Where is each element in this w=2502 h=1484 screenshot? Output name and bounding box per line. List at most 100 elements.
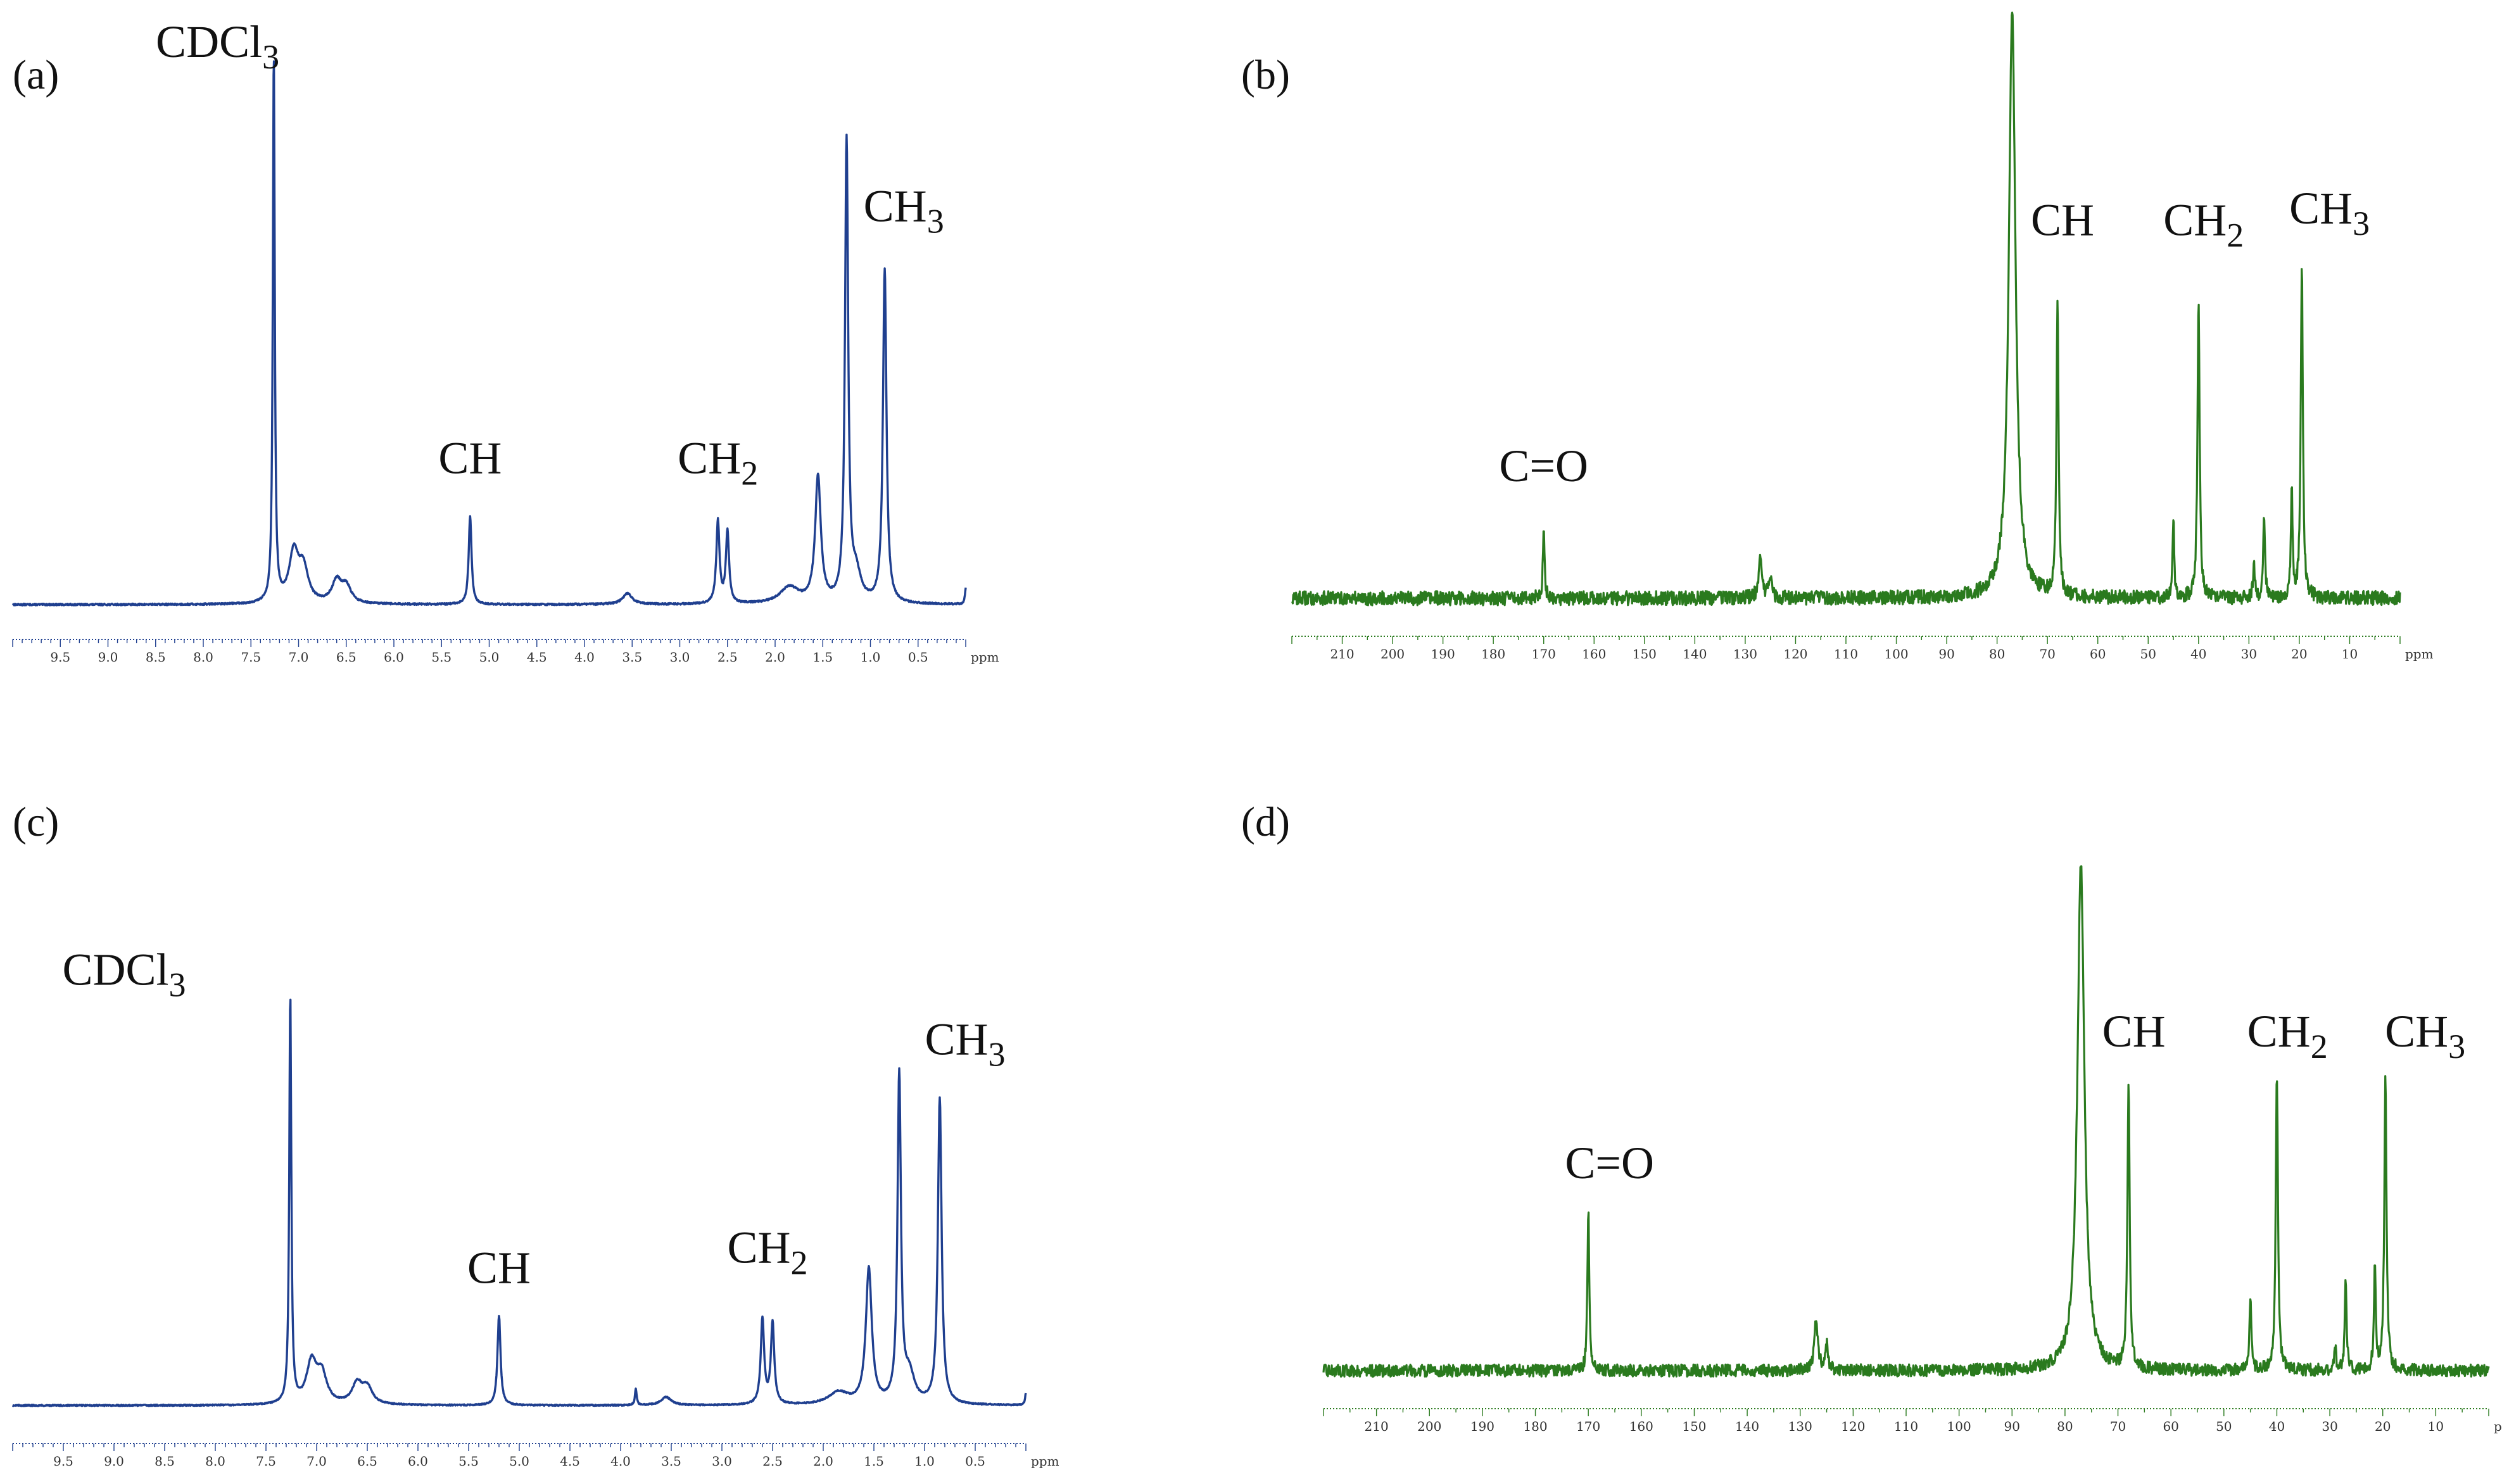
tick-label-c: 8.5 — [155, 1454, 175, 1469]
spectrum-line-c — [12, 998, 1027, 1407]
tick-label-c: 3.5 — [661, 1454, 681, 1469]
peak-annotation-b-1: CH — [2031, 195, 2094, 246]
tick-label-d: 170 — [1576, 1419, 1600, 1434]
spectrum-line-b — [1291, 11, 2401, 607]
tick-label-a: 9.0 — [98, 650, 118, 665]
tick-label-b: 60 — [2090, 646, 2106, 662]
spectrum-line-d — [1322, 865, 2490, 1378]
peak-annotation-b-0: C=O — [1499, 441, 1588, 491]
tick-label-b: 30 — [2241, 646, 2257, 662]
tick-label-c: 7.0 — [306, 1454, 327, 1469]
tick-label-c: 5.5 — [458, 1454, 479, 1469]
peak-annotation-c-3: CH2 — [727, 1222, 807, 1281]
tick-label-c: 0.5 — [965, 1454, 985, 1469]
tick-label-d: 100 — [1947, 1419, 1971, 1434]
axis-unit-b: ppm — [2405, 646, 2434, 662]
spectrum-panel-c: (c) 9.5 9.0 8.5 8.0 7.5 7.0 6.5 6.0 5.5 5.0 4.5 4.0 3… — [12, 799, 1059, 1469]
tick-label-c: 6.5 — [357, 1454, 377, 1469]
peak-annotation-b-3: CH3 — [2289, 183, 2370, 242]
tick-label-b: 20 — [2291, 646, 2307, 662]
tick-label-b: 80 — [1989, 646, 2005, 662]
tick-label-d: 20 — [2375, 1419, 2391, 1434]
tick-label-b: 100 — [1884, 646, 1908, 662]
tick-label-d: 140 — [1735, 1419, 1759, 1434]
tick-label-c: 5.0 — [509, 1454, 529, 1469]
tick-label-d: 180 — [1523, 1419, 1547, 1434]
tick-label-d: 70 — [2110, 1419, 2126, 1434]
tick-label-d: 30 — [2322, 1419, 2337, 1434]
panel-label-b: (b) — [1241, 52, 1290, 98]
axis-unit-a: ppm — [971, 650, 999, 665]
tick-label-c: 1.5 — [864, 1454, 884, 1469]
tick-label-a: 1.5 — [812, 650, 833, 665]
tick-label-a: 3.5 — [622, 650, 642, 665]
tick-label-b: 50 — [2140, 646, 2156, 662]
tick-label-c: 8.0 — [205, 1454, 225, 1469]
tick-label-d: 150 — [1682, 1419, 1706, 1434]
tick-label-a: 5.5 — [431, 650, 452, 665]
peak-annotation-c-0: CDCl3 — [62, 945, 186, 1004]
peak-annotation-d-0: C=O — [1565, 1138, 1654, 1188]
tick-label-d: 120 — [1841, 1419, 1865, 1434]
panel-label-c: (c) — [13, 799, 59, 845]
tick-label-d: 110 — [1894, 1419, 1918, 1434]
ppm-axis-a: 9.5 9.0 8.5 8.0 7.5 7.0 6.5 6.0 5.5 5.0 4.5 4.0 3.5 3… — [12, 639, 999, 665]
tick-label-b: 70 — [2039, 646, 2055, 662]
axis-unit-d: ppm — [2494, 1419, 2502, 1434]
tick-label-d: 130 — [1788, 1419, 1812, 1434]
tick-label-c: 6.0 — [408, 1454, 428, 1469]
tick-label-a: 0.5 — [908, 650, 928, 665]
tick-label-c: 7.5 — [256, 1454, 276, 1469]
tick-label-b: 10 — [2342, 646, 2358, 662]
tick-label-b: 140 — [1683, 646, 1707, 662]
peak-annotation-a-3: CH2 — [678, 432, 758, 492]
peak-annotation-d-3: CH3 — [2385, 1006, 2465, 1066]
tick-label-b: 190 — [1431, 646, 1455, 662]
tick-label-b: 40 — [2190, 646, 2206, 662]
tick-label-d: 210 — [1365, 1419, 1389, 1434]
tick-label-a: 2.5 — [717, 650, 738, 665]
peak-annotation-a-0: CDCl3 — [156, 16, 279, 76]
tick-label-a: 9.5 — [50, 650, 70, 665]
spectrum-panel-b: (b) 210 200 190 180 170 160 150 140 130 120 110 100 9… — [1241, 11, 2434, 662]
tick-label-a: 4.0 — [574, 650, 595, 665]
ppm-axis-b: 210 200 190 180 170 160 150 140 130 120 110 100 90 80… — [1291, 636, 2434, 662]
spectrum-panel-a: (a) 9.5 9.0 8.5 8.0 7.5 7.0 6.5 6.0 5.5 5.0 4.5 4.0 3… — [11, 16, 999, 665]
tick-label-c: 4.5 — [560, 1454, 580, 1469]
tick-label-d: 200 — [1417, 1419, 1441, 1434]
ppm-axis-c: 9.5 9.0 8.5 8.0 7.5 7.0 6.5 6.0 5.5 5.0 4.5 4.0 3.5 3… — [12, 1443, 1059, 1469]
peak-annotation-a-2: CH — [438, 432, 502, 483]
tick-label-b: 170 — [1532, 646, 1556, 662]
peak-annotation-d-2: CH2 — [2247, 1006, 2328, 1066]
tick-label-d: 190 — [1470, 1419, 1494, 1434]
tick-label-b: 110 — [1834, 646, 1858, 662]
tick-label-a: 3.0 — [670, 650, 690, 665]
panel-label-a: (a) — [13, 52, 59, 98]
tick-label-d: 80 — [2057, 1419, 2073, 1434]
peak-annotation-d-1: CH — [2102, 1006, 2166, 1057]
tick-label-c: 3.0 — [712, 1454, 732, 1469]
tick-label-b: 160 — [1582, 646, 1606, 662]
tick-label-d: 10 — [2428, 1419, 2444, 1434]
tick-label-d: 40 — [2269, 1419, 2285, 1434]
tick-label-d: 90 — [2004, 1419, 2020, 1434]
peak-annotation-c-1: CH3 — [925, 1014, 1005, 1073]
tick-label-d: 50 — [2216, 1419, 2232, 1434]
peak-annotation-c-2: CH — [467, 1243, 531, 1293]
tick-label-a: 7.0 — [289, 650, 309, 665]
tick-label-a: 6.0 — [384, 650, 404, 665]
tick-label-a: 4.5 — [527, 650, 547, 665]
tick-label-d: 160 — [1629, 1419, 1653, 1434]
tick-label-c: 9.0 — [104, 1454, 124, 1469]
tick-label-b: 180 — [1481, 646, 1505, 662]
tick-label-c: 9.5 — [53, 1454, 73, 1469]
peak-annotation-a-1: CH3 — [864, 181, 944, 241]
axis-unit-c: ppm — [1031, 1454, 1059, 1469]
spectrum-line-a — [11, 60, 967, 607]
tick-label-b: 150 — [1633, 646, 1657, 662]
tick-label-a: 1.0 — [861, 650, 881, 665]
peak-annotation-b-2: CH2 — [2163, 195, 2244, 255]
tick-label-a: 7.5 — [241, 650, 261, 665]
tick-label-a: 8.5 — [146, 650, 166, 665]
